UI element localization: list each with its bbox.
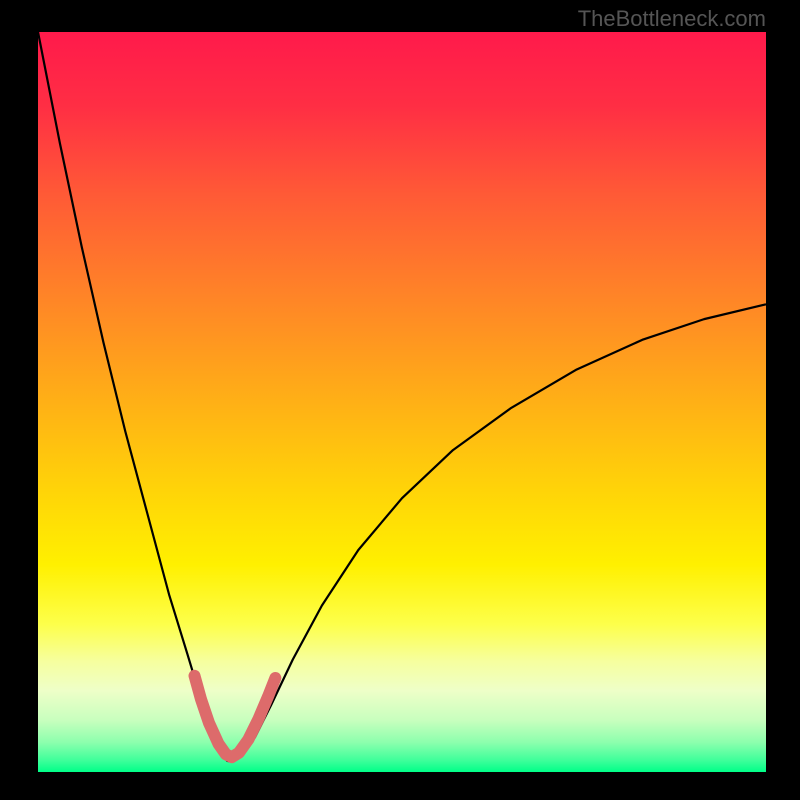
- bottleneck-curve: [38, 32, 766, 762]
- plot-area: [38, 32, 766, 772]
- chart-container: TheBottleneck.com: [0, 0, 800, 800]
- watermark-text: TheBottleneck.com: [578, 6, 766, 32]
- baseline-marker: [195, 676, 276, 757]
- curve-layer: [38, 32, 766, 772]
